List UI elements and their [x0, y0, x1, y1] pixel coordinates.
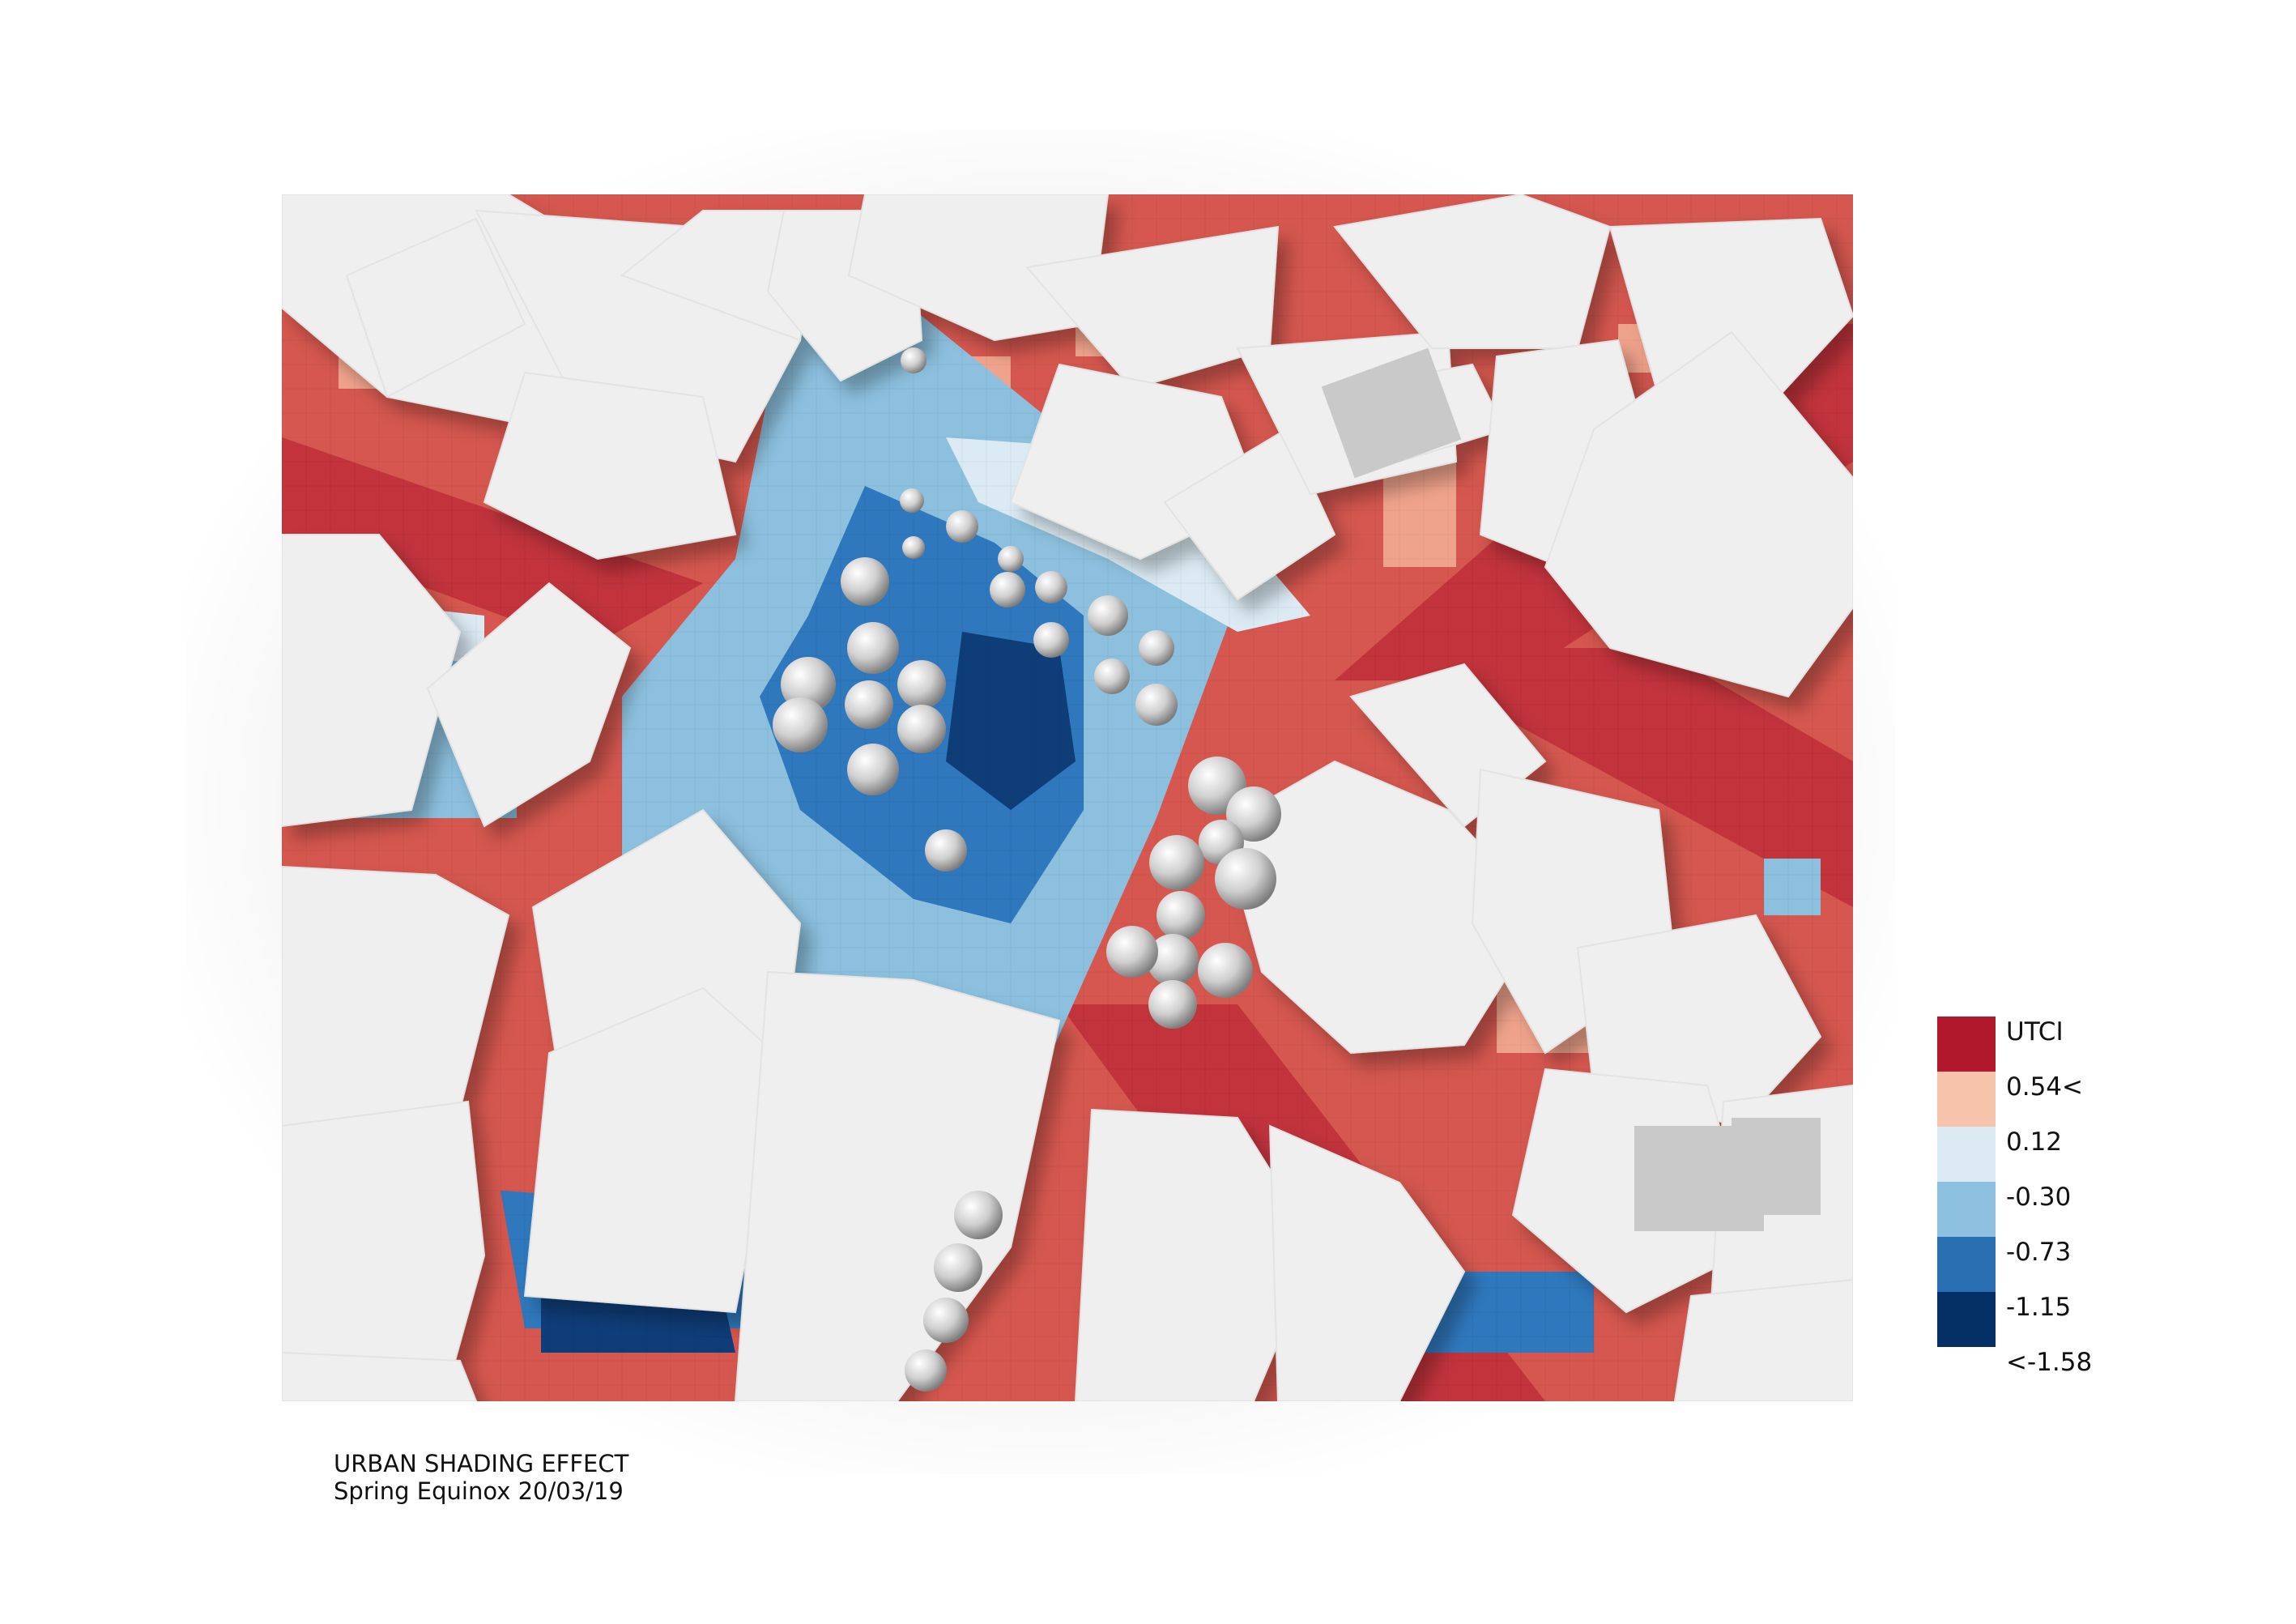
tree-canopy-33 [923, 1298, 969, 1343]
map-caption: URBAN SHADING EFFECT Spring Equinox 20/0… [334, 1450, 628, 1505]
tree-canopy-15 [897, 660, 946, 709]
legend-label-6: <-1.58 [2006, 1348, 2093, 1377]
shaded-buildings [1321, 347, 1821, 1231]
legend-label-5: -1.15 [2006, 1293, 2072, 1322]
tree-canopy-26 [1147, 934, 1199, 986]
tree-canopy-8 [1088, 595, 1128, 636]
tree-canopy-18 [897, 705, 946, 753]
legend-swatch-5 [1937, 1292, 1996, 1347]
utci-map [282, 194, 1853, 1401]
legend-swatch-4 [1937, 1237, 1996, 1292]
tree-canopy-16 [773, 697, 828, 752]
tree-canopy-23 [1149, 835, 1204, 890]
caption-subtitle: Spring Equinox 20/03/19 [334, 1477, 624, 1505]
tree-canopy-0 [901, 347, 926, 373]
tree-canopy-30 [925, 829, 967, 872]
tree-canopy-12 [1135, 684, 1178, 726]
legend-title: UTCI [2006, 1017, 2064, 1046]
utci-map-svg [282, 194, 1853, 1401]
tree-canopy-29 [1148, 980, 1197, 1029]
tree-canopy-19 [847, 744, 899, 795]
tree-canopy-14 [847, 622, 899, 674]
tree-canopy-7 [1035, 571, 1067, 603]
tree-canopy-3 [902, 536, 925, 559]
utci-legend: UTCI 0.54< 0.12 -0.30 -0.73 -1.15 <-1.58 [1937, 1017, 2148, 1376]
buildings [282, 194, 1853, 1401]
tree-canopies [773, 347, 1281, 1392]
tree-canopy-21 [1226, 786, 1281, 842]
legend-label-2: 0.12 [2006, 1127, 2063, 1157]
tree-canopy-17 [845, 680, 893, 729]
tree-canopy-4 [998, 546, 1024, 572]
tree-canopy-27 [1198, 943, 1253, 998]
legend-swatch-1 [1937, 1072, 1996, 1127]
legend-label-3: -0.30 [2006, 1183, 2072, 1212]
tree-canopy-28 [1106, 926, 1158, 978]
tree-canopy-11 [1094, 659, 1130, 694]
legend-label-4: -0.73 [2006, 1238, 2072, 1267]
tree-canopy-34 [905, 1349, 947, 1392]
legend-label-1: 0.54< [2006, 1072, 2083, 1102]
tree-canopy-9 [1033, 622, 1069, 658]
tree-canopy-5 [841, 557, 889, 606]
legend-swatch-3 [1937, 1182, 1996, 1237]
legend-swatch-2 [1937, 1127, 1996, 1182]
tree-canopy-2 [946, 510, 978, 543]
caption-title: URBAN SHADING EFFECT [334, 1450, 629, 1477]
tree-canopy-24 [1215, 848, 1276, 910]
tree-canopy-10 [1139, 630, 1174, 666]
tree-canopy-6 [990, 572, 1025, 607]
legend-swatch-utci [1937, 1017, 1996, 1072]
tree-canopy-1 [900, 488, 924, 513]
tree-canopy-32 [934, 1243, 982, 1292]
tree-canopy-31 [954, 1191, 1003, 1239]
tree-canopy-25 [1157, 891, 1205, 940]
